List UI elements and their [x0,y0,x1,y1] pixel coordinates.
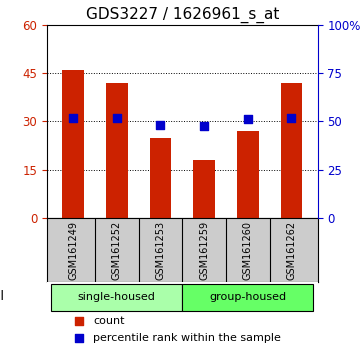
Text: group-housed: group-housed [209,292,286,302]
Text: protocol: protocol [0,290,5,303]
Text: GSM161253: GSM161253 [156,221,165,280]
FancyBboxPatch shape [182,284,313,311]
Text: GSM161262: GSM161262 [287,221,296,280]
FancyBboxPatch shape [51,284,182,311]
Text: GSM161259: GSM161259 [199,221,209,280]
Text: GSM161252: GSM161252 [112,221,122,280]
Bar [62,70,84,218]
Text: GSM161260: GSM161260 [243,221,253,280]
Text: single-housed: single-housed [78,292,156,302]
Text: GSM161249: GSM161249 [68,221,78,280]
Bar [237,131,259,218]
Point [70,115,76,120]
Point [77,336,82,341]
Point [245,117,251,122]
Point [158,122,164,128]
Bar [106,83,128,218]
Point [288,115,294,120]
Bar [149,137,171,218]
Title: GDS3227 / 1626961_s_at: GDS3227 / 1626961_s_at [86,7,279,23]
Text: percentile rank within the sample: percentile rank within the sample [93,333,281,343]
Point [77,318,82,324]
Point [201,124,207,129]
Point [114,115,120,120]
Bar [193,160,215,218]
Bar [280,83,303,218]
Text: count: count [93,316,125,326]
